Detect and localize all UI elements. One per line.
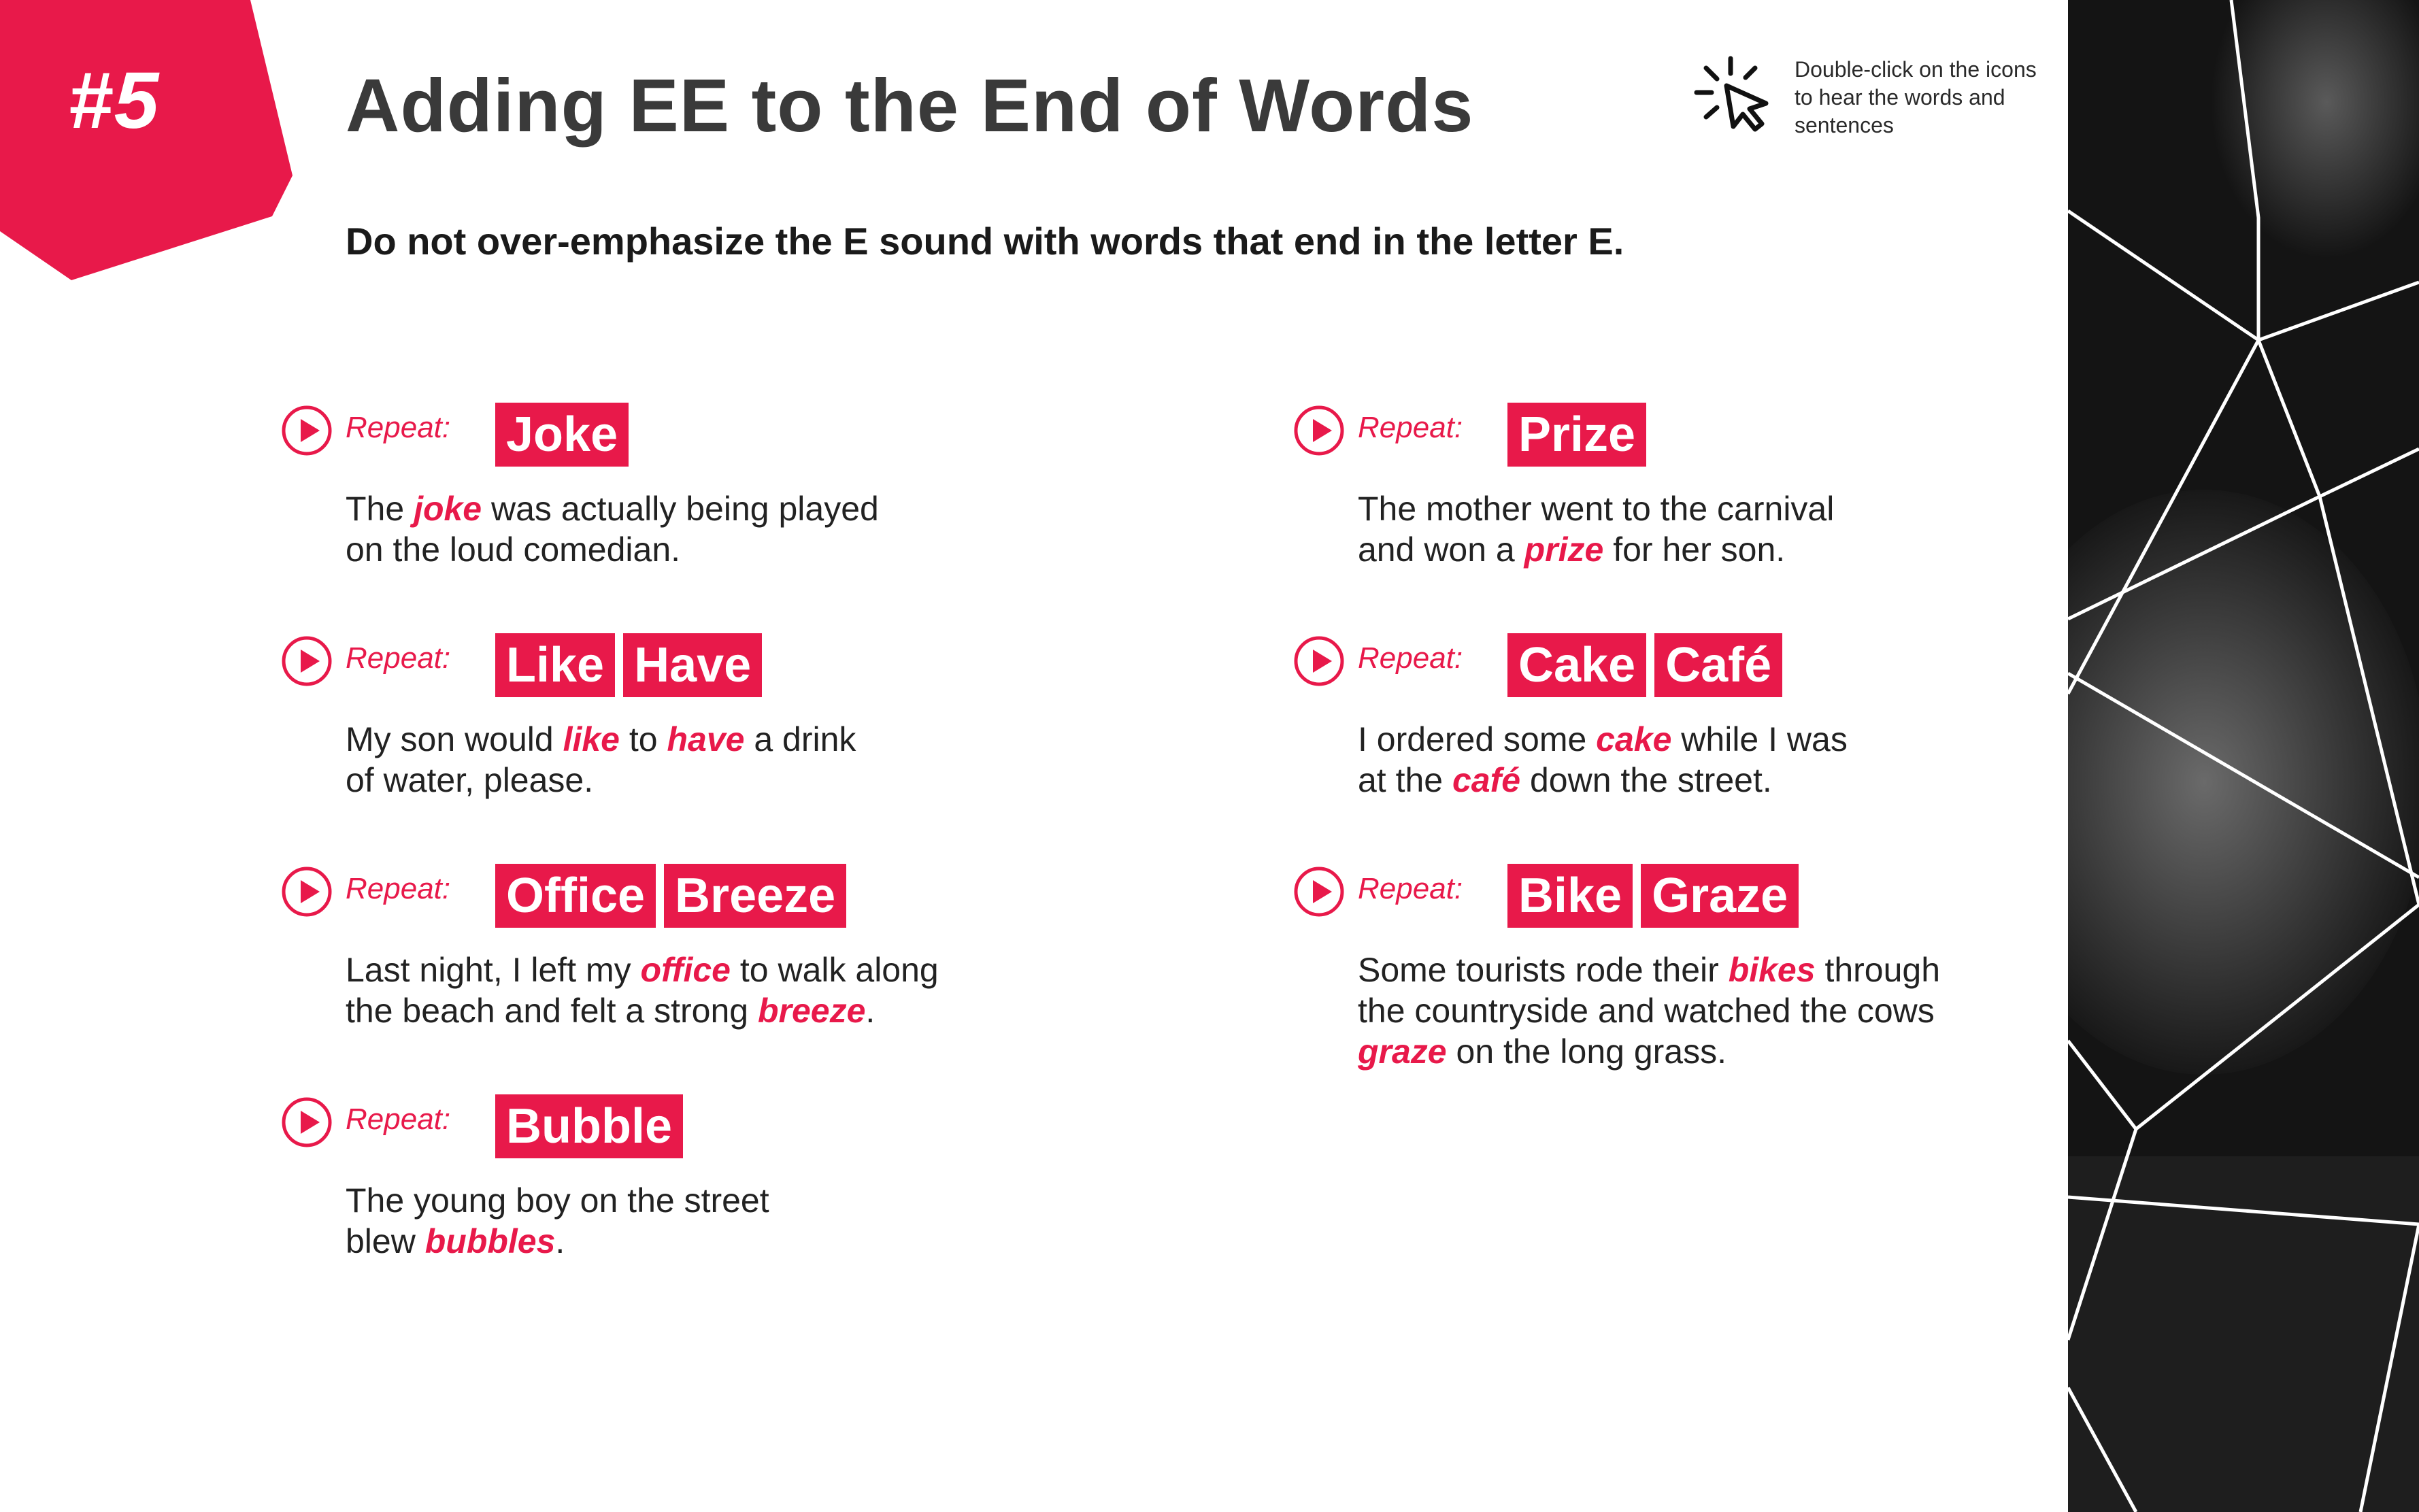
sentence-text: The young boy on the street: [346, 1181, 769, 1220]
example-sentence: Last night, I left my office to walk alo…: [346, 950, 1162, 1031]
target-word: graze: [1358, 1032, 1447, 1071]
example-sentence: Some tourists rode their bikes through th…: [1358, 950, 2174, 1072]
sentence-text: through: [1815, 951, 1941, 989]
word-chips: Cake Café: [1507, 633, 1783, 697]
sentence-text: Last night, I left my: [346, 951, 641, 989]
word-chip[interactable]: Joke: [495, 403, 629, 467]
hint-text: Double-click on the icons to hear the wo…: [1795, 57, 2037, 137]
word-chip[interactable]: Office: [495, 864, 656, 928]
word-chip[interactable]: Prize: [1507, 403, 1647, 467]
sentence-text: .: [865, 992, 875, 1030]
example-sentence: The young boy on the street blew bubbles.: [346, 1180, 1162, 1262]
sentence-text: a drink: [744, 720, 856, 758]
sentence-text: the countryside and watched the cows: [1358, 992, 1935, 1030]
sentence-text: for her son.: [1603, 531, 1786, 569]
play-audio-icon[interactable]: [1292, 404, 1346, 457]
sentence-text: the beach and felt a strong: [346, 992, 758, 1030]
target-word: bubbles: [424, 1222, 556, 1260]
word-chip[interactable]: Bike: [1507, 864, 1633, 928]
sentence-text: on the long grass.: [1446, 1032, 1727, 1071]
sentence-text: The: [346, 490, 414, 528]
sentence-text: to walk along: [730, 951, 939, 989]
sentence-text: blew: [346, 1222, 425, 1260]
word-chips: Prize: [1507, 403, 1647, 467]
word-chip[interactable]: Breeze: [664, 864, 847, 928]
sentence-text: The mother went to the carnival: [1358, 490, 1835, 528]
play-audio-icon[interactable]: [1292, 635, 1346, 688]
play-audio-icon[interactable]: [1292, 865, 1346, 918]
repeat-label: Repeat:: [1358, 411, 1463, 444]
play-audio-icon[interactable]: [280, 865, 333, 918]
play-audio-icon[interactable]: [280, 404, 333, 457]
target-word: like: [563, 720, 620, 758]
sentence-text: to: [620, 720, 667, 758]
sentence-text: of water, please.: [346, 761, 594, 799]
sentence-text: at the: [1358, 761, 1452, 799]
example-sentence: The mother went to the carnival and won a…: [1358, 488, 2174, 570]
cursor-click-icon: [1694, 56, 1769, 132]
repeat-label: Repeat:: [346, 641, 451, 675]
section-badge: #5: [0, 0, 293, 280]
word-chip[interactable]: Like: [495, 633, 616, 697]
word-chips: Like Have: [495, 633, 763, 697]
example-sentence: My son would like to have a drink of wate…: [346, 719, 1162, 801]
example-sentence: I ordered some cake while I was at the ca…: [1358, 719, 2174, 801]
repeat-label: Repeat:: [1358, 872, 1463, 905]
example-sentence: The joke was actually being played on the…: [346, 488, 1162, 570]
word-chip[interactable]: Cake: [1507, 633, 1647, 697]
page-subtitle: Do not over-emphasize the E sound with w…: [346, 220, 1624, 263]
repeat-label: Repeat:: [346, 411, 451, 444]
play-audio-icon[interactable]: [280, 1096, 333, 1149]
target-word: have: [667, 720, 745, 758]
sentence-text: down the street.: [1520, 761, 1772, 799]
target-word: café: [1452, 761, 1521, 799]
repeat-label: Repeat:: [1358, 641, 1463, 675]
word-chip[interactable]: Graze: [1641, 864, 1799, 928]
repeat-label: Repeat:: [346, 872, 451, 905]
word-chips: Joke: [495, 403, 629, 467]
word-chips: Bubble: [495, 1094, 683, 1158]
target-word: office: [640, 951, 731, 989]
sentence-text: while I was: [1671, 720, 1848, 758]
badge-shape: [0, 0, 293, 280]
geometric-lines-decoration: [2068, 0, 2419, 1512]
sentence-text: I ordered some: [1358, 720, 1597, 758]
target-word: bikes: [1728, 951, 1816, 989]
target-word: breeze: [757, 992, 866, 1030]
target-word: prize: [1524, 531, 1604, 569]
page-title: Adding EE to the End of Words: [346, 64, 1474, 148]
sentence-text: My son would: [346, 720, 563, 758]
sentence-text: was actually being played: [482, 490, 879, 528]
word-chip[interactable]: Bubble: [495, 1094, 683, 1158]
word-chips: Bike Graze: [1507, 864, 1799, 928]
target-word: joke: [414, 490, 482, 528]
word-chip[interactable]: Café: [1654, 633, 1783, 697]
word-chips: Office Breeze: [495, 864, 847, 928]
sentence-text: and won a: [1358, 531, 1524, 569]
repeat-label: Repeat:: [346, 1103, 451, 1136]
sentence-text: on the loud comedian.: [346, 531, 681, 569]
play-audio-icon[interactable]: [280, 635, 333, 688]
word-chip[interactable]: Have: [623, 633, 763, 697]
decorative-photo-panel: [2068, 0, 2419, 1512]
section-number: #5: [68, 56, 161, 146]
target-word: cake: [1596, 720, 1672, 758]
sentence-text: .: [555, 1222, 565, 1260]
sentence-text: Some tourists rode their: [1358, 951, 1729, 989]
